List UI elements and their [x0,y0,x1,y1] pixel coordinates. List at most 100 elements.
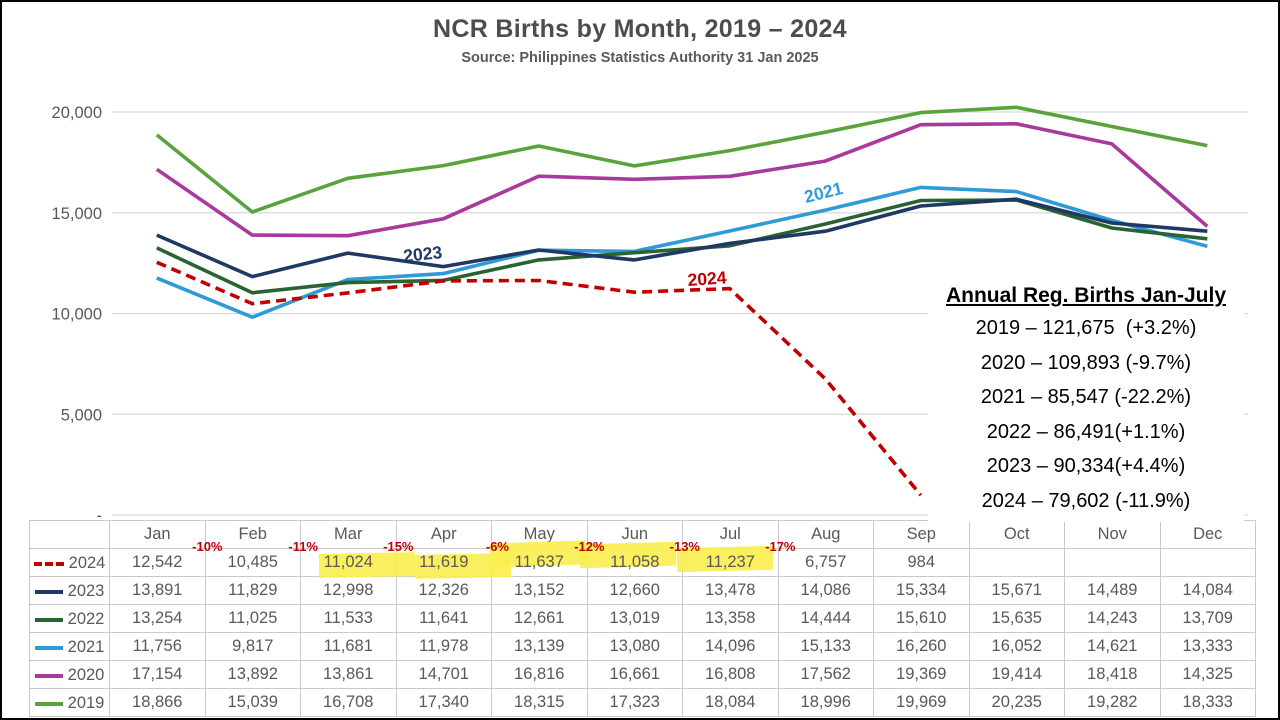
cell-value: 16,052 [991,637,1042,655]
y-axis-tick-label: 20,000 [52,104,102,122]
table-cell: 11,024 [300,548,416,578]
table-cell: 11,829 [204,576,301,605]
month-header-sep: Sep [873,520,970,549]
cell-value: 15,671 [991,581,1042,599]
cell-value: 16,708 [323,693,374,711]
cell-value: 18,333 [1182,693,1233,711]
month-header-dec: Dec [1159,520,1256,549]
pct-change-label: -11% [288,539,318,554]
cell-value: 11,641 [419,609,469,627]
cell-value: 13,861 [323,665,374,683]
row-label-2019: 2019 [29,688,110,717]
table-cell: 16,816 [491,660,588,689]
table-row-2023: 2023 13,891 11,829 12,998 12,326 13,152 12,660… [29,576,1256,605]
table-cell: 11,533 [300,604,397,633]
annotation-box: Annual Reg. Births Jan-July 2019 – 121,6… [928,284,1244,522]
series-inline-label-2024: 2024 [687,267,727,290]
row-year-label: 2021 [67,638,105,657]
table-cell: 19,369 [873,660,970,689]
series-inline-label-2023: 2023 [402,242,443,266]
row-year-label: 2023 [67,582,105,601]
row-label-2024: 2024 [29,548,110,577]
cell-value: 13,358 [705,609,756,627]
table-cell: 20,235 [968,688,1065,717]
cell-value: 11,058 [610,553,660,571]
table-cell: 10,485 [204,548,301,577]
table-cell: 16,661 [586,660,683,689]
row-label-2020: 2020 [29,660,110,689]
table-corner-cell [29,520,110,549]
table-cell: 16,052 [968,632,1065,661]
cell-value: 13,254 [132,609,183,627]
series-line-2023 [156,197,1208,279]
table-cell: 6,757 [777,548,874,577]
cell-value: 10,485 [227,553,278,571]
table-cell: 18,418 [1064,660,1161,689]
row-label-2021: 2021 [29,632,110,661]
cell-value: 14,489 [1087,581,1138,599]
cell-value: 14,243 [1087,609,1138,627]
cell-value: 14,086 [800,581,851,599]
table-cell: 13,139 [491,632,588,661]
cell-value: 12,998 [323,581,374,599]
cell-value: 14,444 [800,609,851,627]
cell-value: 15,039 [227,693,278,711]
table-cell: 14,084 [1159,576,1256,605]
cell-value: 13,709 [1182,609,1233,627]
row-year-label: 2019 [67,694,105,713]
cell-value: 11,237 [705,553,755,571]
cell-value: 13,891 [132,581,183,599]
table-cell: 13,891 [109,576,206,605]
table-cell: 9,817 [204,632,301,661]
table-cell: 18,084 [682,688,779,717]
table-cell: 15,610 [873,604,970,633]
cell-value: 11,829 [228,581,278,599]
pct-change-label: -12% [574,539,605,554]
y-axis-tick-label: 15,000 [52,205,102,223]
month-header-jul: Jul -17% [682,520,796,554]
table-cell: 13,080 [586,632,683,661]
cell-value: 11,024 [323,553,373,571]
series-inline-label-2021: 2021 [802,178,845,207]
month-header-nov: Nov [1064,520,1161,549]
cell-value: 11,756 [132,637,182,655]
cell-value: 14,325 [1182,665,1233,683]
table-cell: 13,358 [682,604,779,633]
chart-subtitle: Source: Philippines Statistics Authority… [461,50,819,66]
table-cell: 12,660 [586,576,683,605]
cell-value: 20,235 [991,693,1042,711]
cell-value: 11,978 [419,637,469,655]
row-label-2022: 2022 [29,604,110,633]
cell-value: 11,533 [323,609,373,627]
table-cell: 14,325 [1159,660,1256,689]
table-cell: 14,096 [682,632,779,661]
cell-value: 11,681 [323,637,373,655]
cell-value: 15,610 [896,609,947,627]
pct-change-label: -6% [485,539,509,554]
cell-value: 16,661 [609,665,660,683]
table-cell: 13,254 [109,604,206,633]
legend-line-sample-2020 [34,673,63,678]
table-cell: 11,025 [204,604,301,633]
table-cell [1064,548,1161,577]
cell-value: 18,418 [1087,665,1138,683]
month-header-jan: Jan -10% [109,520,223,554]
table-cell: 14,444 [777,604,874,633]
cell-value: 9,817 [232,637,274,655]
table-cell: 14,701 [395,660,492,689]
cell-value: 19,369 [896,665,947,683]
cell-value: 15,334 [896,581,947,599]
cell-value: 13,139 [514,637,565,655]
table-cell: 17,323 [586,688,683,717]
table-cell: 16,808 [682,660,779,689]
table-row-2021: 2021 11,756 9,817 11,681 11,978 13,139 13,080 1… [29,632,1256,661]
cell-value: 14,701 [418,665,469,683]
table-cell: 11,756 [109,632,206,661]
annotation-line: 2022 – 86,491(+1.1%) [986,420,1186,443]
cell-value: 13,152 [514,581,565,599]
pct-change-label: -10% [192,539,223,554]
y-axis-tick-label: 5,000 [61,406,102,424]
data-table: Jan -10% Feb -11% Mar -15% Apr -6% May -12% Jun -13… [29,520,1256,717]
table-cell: 17,562 [777,660,874,689]
table-row-2022: 2022 13,254 11,025 11,533 11,641 12,661 13,019… [29,604,1256,633]
